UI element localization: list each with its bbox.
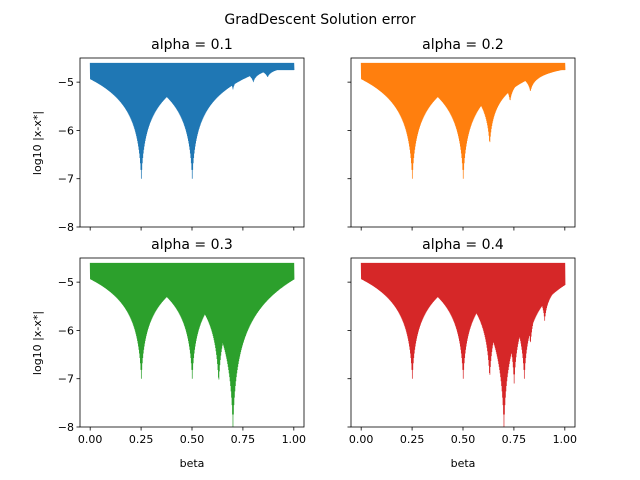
y-tick-label: −7 xyxy=(58,173,74,186)
figure-suptitle: GradDescent Solution error xyxy=(224,12,416,28)
x-axis-label-left: beta xyxy=(180,457,205,470)
subplot-alpha-0-1: alpha = 0.1 −5 −6 −7 −8 xyxy=(58,37,305,234)
y-tick-label: −8 xyxy=(58,221,74,234)
error-series-line xyxy=(89,262,295,427)
x-tick-label: 0.75 xyxy=(231,433,256,446)
y-axis-label-bottom: log10 |x-x*| xyxy=(31,311,44,375)
x-axis-label-right: beta xyxy=(451,457,476,470)
x-tick-label: 0.75 xyxy=(502,433,527,446)
y-tick-label: −6 xyxy=(58,324,74,337)
error-series-line xyxy=(89,62,295,179)
y-tick-label: −8 xyxy=(58,421,74,434)
y-tick-label: −5 xyxy=(58,276,74,289)
y-tick-label: −6 xyxy=(58,124,74,137)
x-tick-label: 1.00 xyxy=(282,433,307,446)
y-tick-label: −7 xyxy=(58,373,74,386)
subplot-title: alpha = 0.4 xyxy=(422,237,504,253)
x-tick-label: 0.00 xyxy=(349,433,374,446)
x-tick-label: 0.25 xyxy=(400,433,425,446)
x-tick-label: 0.50 xyxy=(451,433,476,446)
subplot-alpha-0-4: alpha = 0.4 0.00 0.25 0.50 0.75 1.00 xyxy=(347,237,578,446)
x-tick-label: 0.00 xyxy=(78,433,103,446)
error-series-line xyxy=(360,262,566,427)
subplot-title: alpha = 0.2 xyxy=(422,37,504,53)
subplot-title: alpha = 0.3 xyxy=(151,237,233,253)
y-tick-label: −5 xyxy=(58,76,74,89)
error-series-line xyxy=(360,62,566,179)
subplot-alpha-0-2: alpha = 0.2 xyxy=(347,37,576,231)
y-axis-label-top: log10 |x-x*| xyxy=(31,111,44,175)
x-tick-label: 0.50 xyxy=(180,433,205,446)
x-tick-label: 0.25 xyxy=(129,433,154,446)
subplot-title: alpha = 0.1 xyxy=(151,37,233,53)
subplot-alpha-0-3: alpha = 0.3 0.00 0.25 0.50 0.75 1.00 −5 −6 −7 −8 xyxy=(58,237,306,446)
x-tick-label: 1.00 xyxy=(553,433,578,446)
